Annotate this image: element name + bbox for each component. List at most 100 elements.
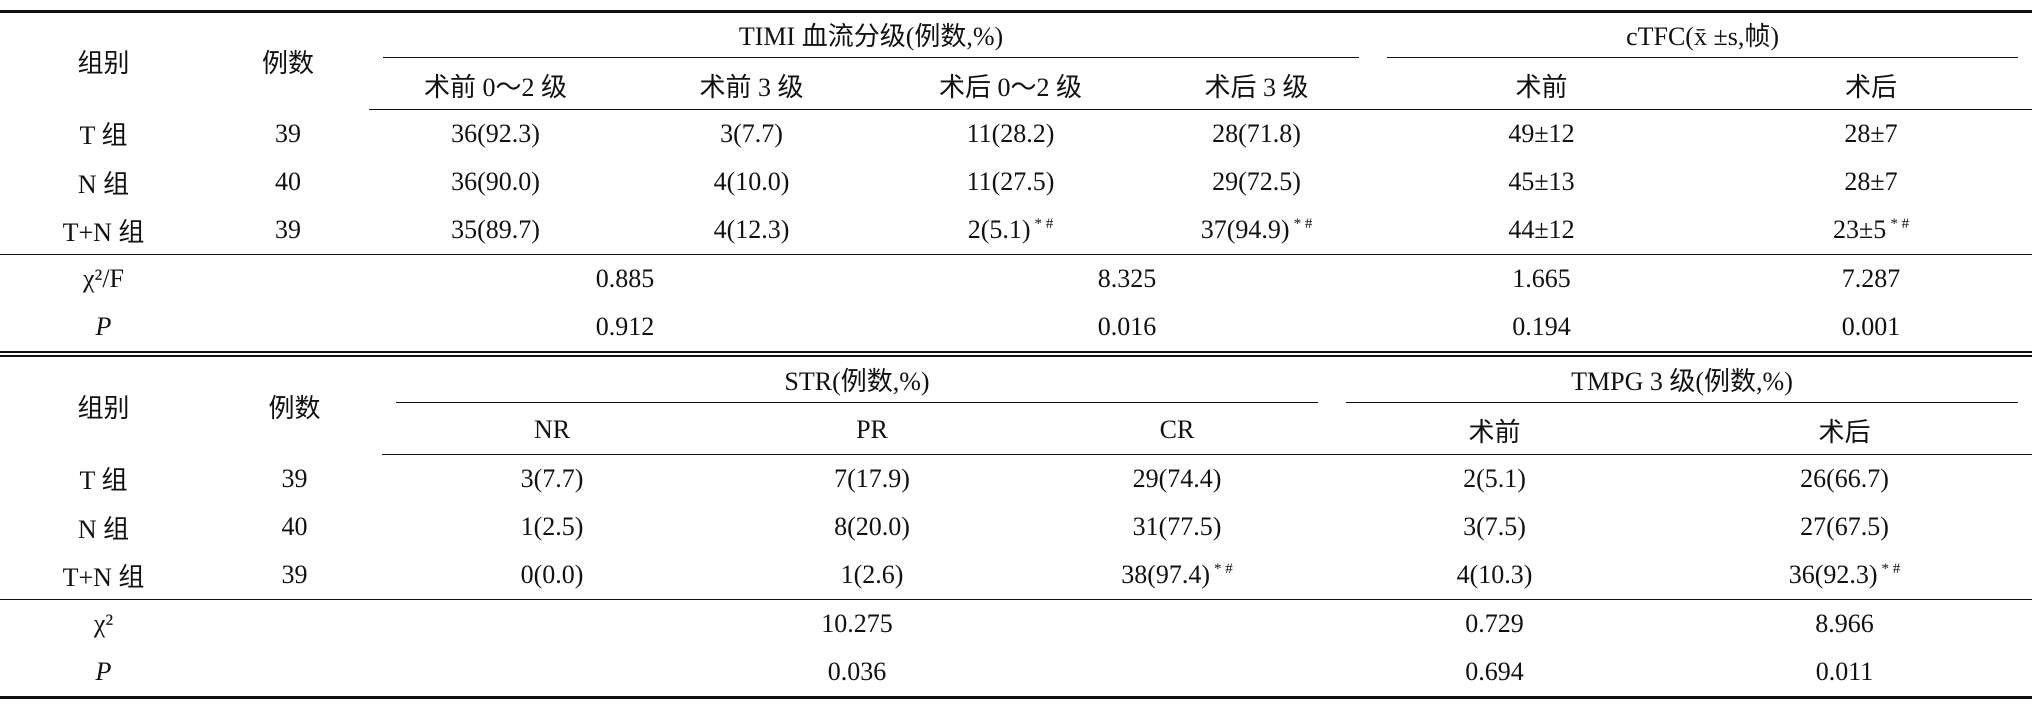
data-row: T+N 组 39 35(89.7) 4(12.3) 2(5.1) * #37(94.9) *… xyxy=(0,206,2032,255)
data-row: T+N 组 39 0(0.0) 1(2.6) 38(97.4) * #4(10.3) 36(… xyxy=(0,551,2032,600)
data-cell: 4(10.3) xyxy=(1456,560,1533,589)
stat-empty xyxy=(207,303,369,354)
stat-value: 0.694 xyxy=(1465,657,1524,686)
data-cell: 28±7 xyxy=(1844,167,1898,196)
data-cell: 36(92.3) * # xyxy=(1657,551,2032,600)
table-head: 组别 例数 STR(例数,%) TMPG 3 级(例数,%) NR PR CR 术前 术后 xyxy=(0,358,2032,455)
significance-mark: * # xyxy=(1034,216,1054,232)
data-cell: 23±5 * # xyxy=(1710,206,2032,255)
header-sub-cell: NR xyxy=(382,406,722,455)
header-cell: 例数 xyxy=(268,393,321,423)
stat-empty xyxy=(207,648,382,698)
stat-value: 0.036 xyxy=(827,657,887,686)
data-cell: 36(90.0) xyxy=(451,167,540,196)
table-head: 组别 例数 TIMI 血流分级(例数,%) cTFC(x̄ ±s,帧) 术前 0～2 级… xyxy=(0,12,2032,110)
table-body: T 组 39 3(7.7) 7(17.9) 29(74.4) 2(5.1) 26(66.7)… xyxy=(0,455,2032,698)
data-cell: 39 xyxy=(275,118,301,148)
data-cell: 7(17.9) xyxy=(834,464,910,493)
header-cell: 组别 xyxy=(77,48,130,78)
data-cell: 44±12 xyxy=(1508,215,1575,244)
data-cell: 40 xyxy=(281,512,308,541)
data-cell: 27(67.5) xyxy=(1800,512,1889,541)
header-sub-cell: 术后 0～2 级 xyxy=(881,61,1140,110)
data-cell: 3(7.7) xyxy=(520,464,584,493)
data-row: N 组 40 1(2.5) 8(20.0) 31(77.5) 3(7.5) 27(67.5) xyxy=(0,503,2032,551)
stat-value: 0.729 xyxy=(1332,599,1658,648)
stat-row: P 0.036 0.694 0.011 xyxy=(0,648,2032,698)
cell-value: 38(97.4) xyxy=(1121,560,1211,589)
data-cell: 49±12 xyxy=(1508,119,1575,148)
header-sub-cell: 术后 xyxy=(1657,406,2032,455)
data-cell: 26(66.7) xyxy=(1800,464,1889,493)
data-row: T 组 39 36(92.3) 3(7.7) 11(28.2) 28(71.8) 49±12… xyxy=(0,110,2032,159)
stat-value: 0.011 xyxy=(1815,657,1874,686)
page: 组别 例数 TIMI 血流分级(例数,%) cTFC(x̄ ±s,帧) 术前 0～2 级… xyxy=(0,10,2032,699)
data-row: N 组 40 36(90.0) 4(10.0) 11(27.5) 29(72.5) 45±1… xyxy=(0,158,2032,206)
data-table: 组别 例数 TIMI 血流分级(例数,%) cTFC(x̄ ±s,帧) 术前 0～2 级… xyxy=(0,10,2032,357)
header-sub-cell: 术后 xyxy=(1710,61,2032,110)
data-cell: N 组 xyxy=(77,514,130,544)
data-cell: T+N 组 xyxy=(62,562,145,592)
header-group-cell: TMPG 3 级(例数,%) xyxy=(1332,358,2032,406)
header-group-label: TIMI 血流分级(例数,%) xyxy=(383,16,1360,58)
data-cell: 38(97.4) * # xyxy=(1022,551,1332,600)
stat-value: 0.016 xyxy=(1097,312,1157,341)
cell-value: 37(94.9) xyxy=(1200,215,1290,244)
data-cell: 3(7.5) xyxy=(1463,512,1526,541)
data-cell: 11(28.2) xyxy=(966,119,1055,148)
stat-row: χ²/F 0.885 8.325 1.665 7.287 xyxy=(0,254,2032,303)
header-group-label: STR(例数,%) xyxy=(396,361,1319,403)
data-cell: T+N 组 xyxy=(62,217,145,247)
data-cell: 35(89.7) xyxy=(451,215,540,244)
header-sub-cell: PR xyxy=(722,406,1022,455)
data-cell: 0(0.0) xyxy=(520,560,584,589)
header-cell: 组别 xyxy=(77,393,130,423)
stat-label: P xyxy=(95,312,112,341)
data-cell: 39 xyxy=(281,463,308,493)
data-cell: 36(92.3) xyxy=(451,119,540,148)
cell-value: 36(92.3) xyxy=(1788,560,1878,589)
significance-mark: * # xyxy=(1293,216,1313,232)
data-cell: 2(5.1) * # xyxy=(881,206,1140,255)
data-cell: 45±13 xyxy=(1508,167,1575,196)
stat-value: 10.275 xyxy=(382,599,1333,648)
header-sub-row: 术前 0～2 级术前 3 级术后 0～2 级术后 3 级术前 术后 xyxy=(0,61,2032,110)
header-sub-row: NR PR CR 术前 术后 xyxy=(0,406,2032,455)
header-sub-cell: 术前 3 级 xyxy=(622,61,881,110)
data-cell: N 组 xyxy=(77,169,130,199)
header-sub-cell: 术前 0～2 级 xyxy=(369,61,622,110)
cell-value: 2(5.1) xyxy=(967,215,1031,244)
data-cell: 4(10.0) xyxy=(713,167,790,196)
stat-value: 0.001 xyxy=(1841,312,1901,341)
header-cell: 例数 xyxy=(261,48,314,78)
data-cell: 37(94.9) * # xyxy=(1140,206,1373,255)
header-group-cell: cTFC(x̄ ±s,帧) xyxy=(1373,12,2032,62)
data-cell: 8(20.0) xyxy=(834,512,910,541)
data-cell: T 组 xyxy=(79,121,128,151)
stat-row: P 0.912 0.016 0.194 0.001 xyxy=(0,303,2032,354)
stat-empty xyxy=(207,599,382,648)
data-row: T 组 39 3(7.7) 7(17.9) 29(74.4) 2(5.1) 26(66.7) xyxy=(0,455,2032,504)
stat-label: χ²/F xyxy=(0,254,207,303)
stat-value: 0.885 xyxy=(369,254,881,303)
header-group-label: TMPG 3 级(例数,%) xyxy=(1346,361,2019,403)
stat-row: χ² 10.275 0.729 8.966 xyxy=(0,599,2032,648)
data-cell: 11(27.5) xyxy=(966,167,1055,196)
cell-value: 23±5 xyxy=(1833,215,1887,244)
data-cell: 28±7 xyxy=(1844,119,1898,148)
header-sub-cell: 术后 3 级 xyxy=(1140,61,1374,110)
header-group-cell: STR(例数,%) xyxy=(382,358,1332,406)
data-cell: 39 xyxy=(275,215,301,244)
stat-value: 8.966 xyxy=(1657,599,2032,648)
data-cell: 1(2.5) xyxy=(520,512,584,541)
header-row: 组别 例数 STR(例数,%) TMPG 3 级(例数,%) xyxy=(0,358,2032,423)
header-group-cell: TIMI 血流分级(例数,%) xyxy=(369,12,1373,62)
data-table: 组别 例数 STR(例数,%) TMPG 3 级(例数,%) NR PR CR 术前 术后 T 组… xyxy=(0,358,2032,699)
header-row: 组别 例数 TIMI 血流分级(例数,%) cTFC(x̄ ±s,帧) xyxy=(0,12,2032,78)
header-sub-cell: 术前 xyxy=(1332,406,1658,455)
data-cell: 4(12.3) xyxy=(713,215,790,244)
data-cell: 2(5.1) xyxy=(1463,464,1526,493)
stat-value: 8.325 xyxy=(881,254,1374,303)
data-cell: 1(2.6) xyxy=(840,560,904,589)
significance-mark: * # xyxy=(1214,561,1233,577)
